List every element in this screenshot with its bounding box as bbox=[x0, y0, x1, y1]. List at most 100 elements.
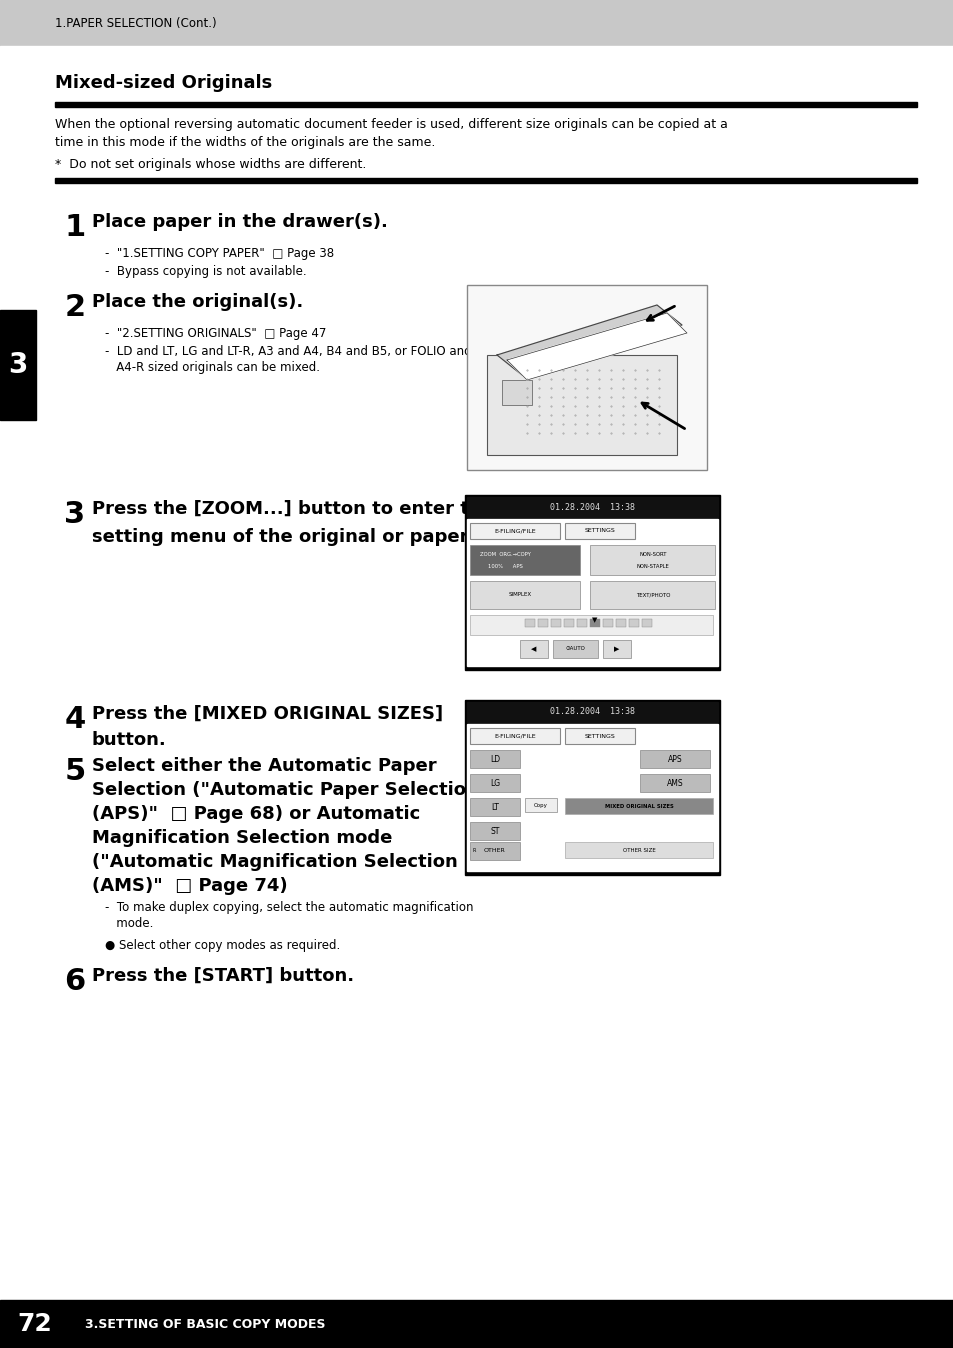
Text: setting menu of the original or paper size.: setting menu of the original or paper si… bbox=[91, 528, 520, 546]
Bar bbox=[628, 619, 639, 627]
Polygon shape bbox=[497, 305, 681, 375]
Bar bbox=[486, 355, 677, 456]
Text: Select either the Automatic Paper: Select either the Automatic Paper bbox=[91, 758, 436, 775]
Bar bbox=[470, 581, 579, 609]
Text: LT: LT bbox=[491, 802, 498, 811]
Text: LG: LG bbox=[490, 779, 499, 787]
Text: ● Select other copy modes as required.: ● Select other copy modes as required. bbox=[105, 940, 340, 952]
Bar bbox=[564, 728, 635, 744]
Bar bbox=[602, 640, 630, 658]
Text: OTHER: OTHER bbox=[483, 848, 505, 853]
Text: ▶: ▶ bbox=[614, 646, 619, 652]
Text: ◀: ◀ bbox=[531, 646, 537, 652]
Bar bbox=[467, 519, 718, 666]
Bar bbox=[470, 822, 519, 840]
Bar bbox=[524, 798, 557, 811]
Bar bbox=[564, 798, 712, 814]
Text: SIMPLEX: SIMPLEX bbox=[508, 593, 531, 597]
Text: 3.SETTING OF BASIC COPY MODES: 3.SETTING OF BASIC COPY MODES bbox=[85, 1317, 325, 1330]
Bar bbox=[0, 0, 953, 46]
Bar bbox=[470, 749, 519, 768]
Text: R: R bbox=[473, 848, 476, 853]
Text: Press the [MIXED ORIGINAL SIZES]: Press the [MIXED ORIGINAL SIZES] bbox=[91, 705, 442, 723]
Text: 4: 4 bbox=[64, 705, 86, 735]
Bar bbox=[470, 842, 519, 860]
Bar bbox=[519, 640, 547, 658]
Bar bbox=[639, 774, 709, 793]
Text: (AMS)"  □ Page 74): (AMS)" □ Page 74) bbox=[91, 878, 287, 895]
Text: (APS)"  □ Page 68) or Automatic: (APS)" □ Page 68) or Automatic bbox=[91, 805, 420, 824]
Text: 1: 1 bbox=[64, 213, 86, 243]
Bar bbox=[589, 545, 714, 576]
Text: mode.: mode. bbox=[105, 917, 153, 930]
Text: Magnification Selection mode: Magnification Selection mode bbox=[91, 829, 392, 847]
Bar bbox=[470, 523, 559, 539]
Bar bbox=[467, 284, 706, 470]
Text: -  "2.SETTING ORIGINALS"  □ Page 47: - "2.SETTING ORIGINALS" □ Page 47 bbox=[105, 328, 326, 340]
Text: 01.28.2004  13:38: 01.28.2004 13:38 bbox=[550, 708, 635, 717]
Text: Selection ("Automatic Paper Selection: Selection ("Automatic Paper Selection bbox=[91, 780, 478, 799]
Bar bbox=[524, 619, 535, 627]
Bar bbox=[589, 619, 599, 627]
Text: 72: 72 bbox=[17, 1312, 52, 1336]
Text: AMS: AMS bbox=[666, 779, 682, 787]
Text: When the optional reversing automatic document feeder is used, different size or: When the optional reversing automatic do… bbox=[55, 119, 727, 131]
Text: -  To make duplex copying, select the automatic magnification: - To make duplex copying, select the aut… bbox=[105, 900, 473, 914]
Text: 5: 5 bbox=[64, 758, 86, 786]
Text: -  "1.SETTING COPY PAPER"  □ Page 38: - "1.SETTING COPY PAPER" □ Page 38 bbox=[105, 247, 334, 260]
Bar bbox=[467, 702, 718, 723]
Text: 100%      APS: 100% APS bbox=[487, 565, 522, 569]
Bar bbox=[563, 619, 574, 627]
Bar bbox=[589, 581, 714, 609]
Bar bbox=[639, 749, 709, 768]
Bar bbox=[553, 640, 598, 658]
Bar bbox=[641, 619, 651, 627]
Bar bbox=[470, 728, 559, 744]
Text: 2: 2 bbox=[65, 293, 86, 322]
Text: -  LD and LT, LG and LT-R, A3 and A4, B4 and B5, or FOLIO and: - LD and LT, LG and LT-R, A3 and A4, B4 … bbox=[105, 345, 471, 359]
Text: E-FILING/FILE: E-FILING/FILE bbox=[494, 528, 536, 534]
Text: SETTINGS: SETTINGS bbox=[584, 528, 615, 534]
Text: E-FILING/FILE: E-FILING/FILE bbox=[494, 733, 536, 739]
Bar bbox=[464, 700, 720, 875]
Text: ▼: ▼ bbox=[592, 617, 598, 623]
Bar bbox=[564, 842, 712, 857]
Bar bbox=[564, 523, 635, 539]
Text: Press the [ZOOM...] button to enter the: Press the [ZOOM...] button to enter the bbox=[91, 500, 494, 518]
Bar bbox=[0, 1299, 953, 1348]
Text: 3: 3 bbox=[65, 500, 86, 528]
Text: ST: ST bbox=[490, 826, 499, 836]
Bar bbox=[616, 619, 625, 627]
Bar bbox=[602, 619, 613, 627]
Bar bbox=[470, 798, 519, 816]
Bar bbox=[464, 495, 720, 670]
Text: OTHER SIZE: OTHER SIZE bbox=[622, 848, 655, 852]
Text: Mixed-sized Originals: Mixed-sized Originals bbox=[55, 74, 272, 92]
Bar bbox=[55, 178, 916, 183]
Text: -  Bypass copying is not available.: - Bypass copying is not available. bbox=[105, 266, 306, 278]
Text: 01.28.2004  13:38: 01.28.2004 13:38 bbox=[550, 503, 635, 511]
Text: SETTINGS: SETTINGS bbox=[584, 733, 615, 739]
Text: Copy: Copy bbox=[534, 802, 547, 807]
Text: *  Do not set originals whose widths are different.: * Do not set originals whose widths are … bbox=[55, 158, 366, 171]
Text: APS: APS bbox=[667, 755, 681, 763]
Text: NON-STAPLE: NON-STAPLE bbox=[636, 565, 669, 569]
Text: Press the [START] button.: Press the [START] button. bbox=[91, 967, 354, 985]
Text: 3: 3 bbox=[9, 350, 28, 379]
Bar bbox=[470, 545, 579, 576]
Bar bbox=[467, 497, 718, 518]
Text: 6: 6 bbox=[64, 967, 86, 996]
Text: ZOOM  ORG.→COPY: ZOOM ORG.→COPY bbox=[479, 553, 530, 558]
Text: A4-R sized originals can be mixed.: A4-R sized originals can be mixed. bbox=[105, 361, 319, 373]
Text: button.: button. bbox=[91, 731, 167, 749]
Text: MIXED ORIGINAL SIZES: MIXED ORIGINAL SIZES bbox=[604, 803, 673, 809]
Bar bbox=[470, 774, 519, 793]
Bar bbox=[501, 380, 532, 404]
Text: 1.PAPER SELECTION (Cont.): 1.PAPER SELECTION (Cont.) bbox=[55, 16, 216, 30]
Bar bbox=[470, 615, 712, 635]
Bar bbox=[577, 619, 586, 627]
Bar bbox=[467, 724, 718, 871]
Text: ⊙AUTO: ⊙AUTO bbox=[564, 647, 584, 651]
Text: ("Automatic Magnification Selection: ("Automatic Magnification Selection bbox=[91, 853, 457, 871]
Text: LD: LD bbox=[490, 755, 499, 763]
